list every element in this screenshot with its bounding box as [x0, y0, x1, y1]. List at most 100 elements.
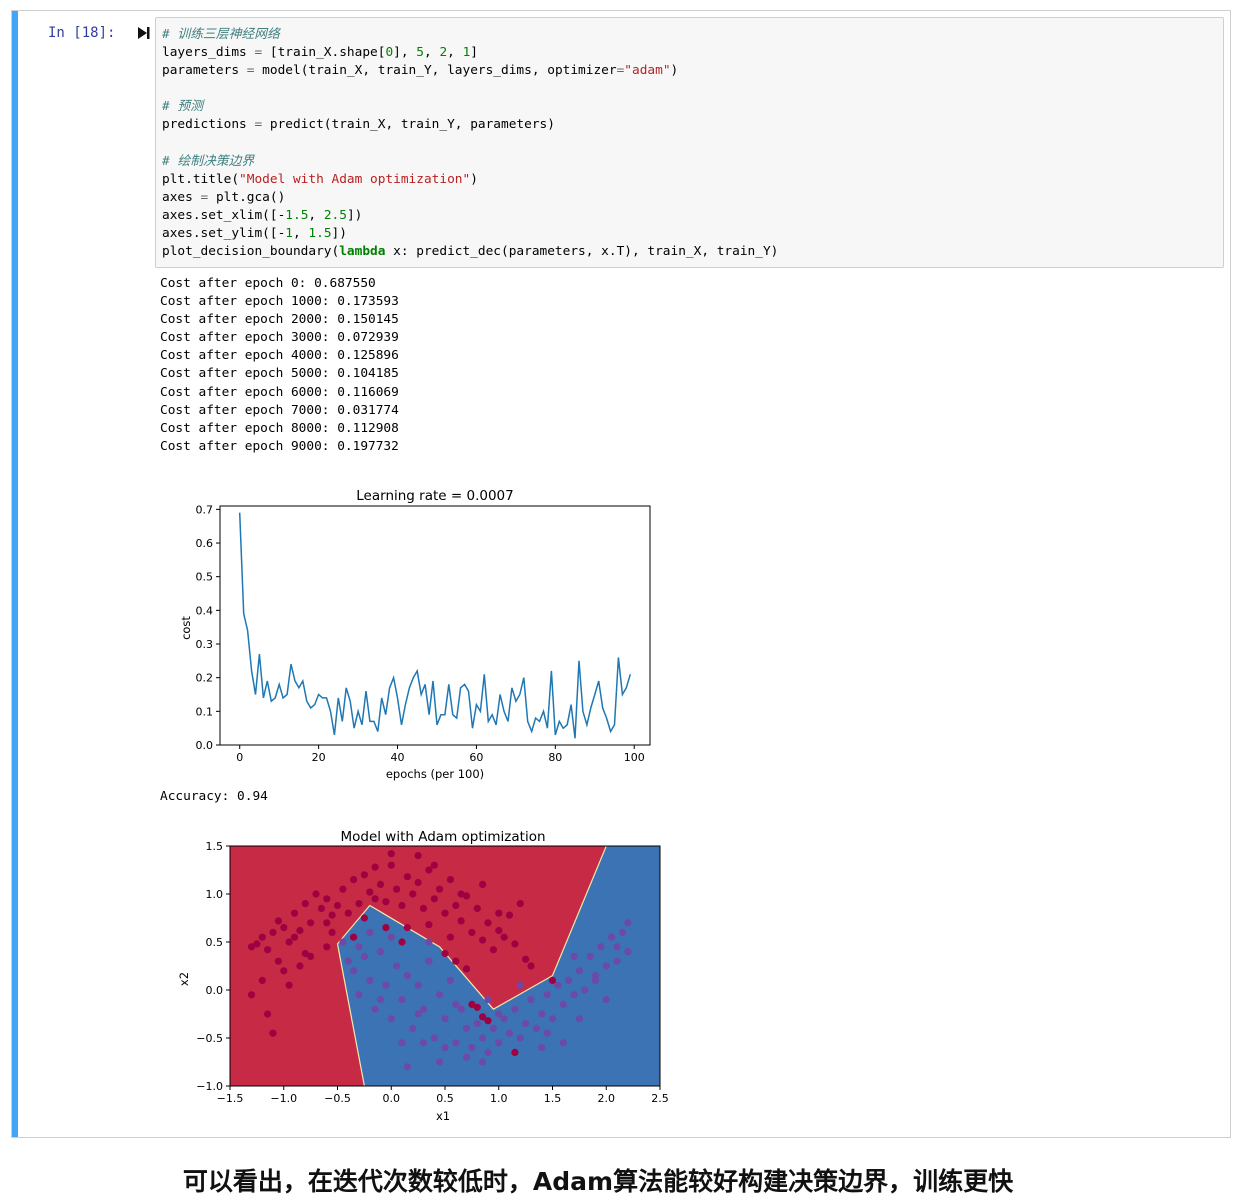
- code-token: 1: [285, 226, 293, 242]
- class0-point: [253, 940, 261, 948]
- class0-point: [355, 900, 363, 908]
- class1-point: [462, 1053, 471, 1061]
- notebook-cell[interactable]: In [18]: # 训练三层神经网络 layers_dims = [train_…: [11, 10, 1231, 1138]
- class1-point: [522, 1020, 530, 1028]
- class0-point: [371, 863, 379, 871]
- class0-point: [247, 991, 256, 999]
- class1-point: [559, 1000, 567, 1008]
- class0-point: [247, 943, 256, 951]
- code-input-area[interactable]: # 训练三层神经网络 layers_dims = [train_X.shape[0…: [155, 17, 1224, 268]
- class0-point: [307, 919, 315, 927]
- class1-point: [366, 976, 374, 984]
- class0-point: [446, 933, 454, 941]
- code-line: predictions = predict(train_X, train_Y, …: [162, 116, 778, 134]
- accuracy-text: Accuracy: 0.94: [160, 789, 268, 804]
- class0-point: [409, 890, 417, 898]
- boundary-axes: −1.5 −1.0 −0.5 0.0 0.5 1.0 1.5 2.0 2.5−1.0−0.50.…: [196, 840, 668, 1105]
- class0-point: [269, 928, 277, 936]
- class1-point: [608, 933, 616, 941]
- class0-point: [376, 880, 385, 888]
- class1-point: [436, 991, 444, 999]
- code-token: # 训练三层神经网络: [162, 27, 280, 42]
- class0-point: [339, 885, 347, 893]
- run-cell-icon[interactable]: [137, 25, 151, 41]
- code-token: 1: [462, 45, 471, 61]
- y-axis-label: cost: [179, 616, 193, 640]
- chart-title: Learning rate = 0.0007: [356, 488, 513, 504]
- class0-point: [301, 949, 309, 958]
- class1-point: [366, 928, 374, 936]
- x-axis-label: epochs (per 100): [386, 767, 484, 781]
- y-tick-label: 0.6: [196, 537, 214, 550]
- class1-point: [484, 1048, 492, 1056]
- class1-point: [527, 996, 535, 1004]
- class1-point: [441, 1044, 449, 1052]
- code-token: ,: [308, 207, 324, 223]
- code-token: =: [254, 117, 263, 133]
- decision-boundary-line: [336, 845, 607, 1087]
- class1-point: [570, 952, 578, 960]
- class0-point: [479, 1013, 487, 1021]
- class0-point: [462, 965, 471, 973]
- class0-point: [350, 876, 358, 884]
- class1-point: [425, 938, 433, 946]
- class0-point: [495, 926, 503, 935]
- class1-point: [452, 1000, 460, 1008]
- code-editor[interactable]: # 训练三层神经网络 layers_dims = [train_X.shape[0…: [162, 26, 778, 261]
- code-token: 0: [385, 45, 394, 61]
- class1-point: [468, 1044, 476, 1052]
- class1-point: [419, 1005, 428, 1013]
- code-token: 2: [439, 45, 448, 61]
- x-tick-label: 2.5: [651, 1092, 669, 1105]
- x-tick-label: −0.5: [324, 1092, 351, 1105]
- code-line: # 训练三层神经网络: [162, 26, 778, 44]
- code-line: [162, 80, 778, 98]
- code-token: =: [254, 45, 263, 61]
- class0-point: [344, 909, 352, 917]
- decision-boundary-chart: Model with Adam optimization −1.5 −1.0 −0.…: [177, 829, 669, 1123]
- code-token: ): [670, 63, 679, 79]
- code-token: ],: [393, 45, 417, 61]
- class1-point: [624, 948, 632, 956]
- y-tick-label: −1.0: [196, 1080, 223, 1093]
- code-token: # 绘制决策边界: [162, 153, 255, 169]
- class1-point: [613, 957, 621, 965]
- class1-point: [559, 1039, 567, 1047]
- code-line: # 预测: [162, 98, 778, 116]
- y-tick-label: 0.1: [196, 705, 214, 718]
- class1-point: [489, 1024, 497, 1032]
- class1-point: [479, 1058, 487, 1066]
- y-tick-label: 0.5: [196, 571, 214, 584]
- stdout-line: Cost after epoch 9000: 0.197732: [160, 438, 399, 454]
- class0-point: [403, 924, 411, 932]
- y-tick-label: 0.7: [196, 503, 214, 516]
- class0-point: [269, 1029, 277, 1037]
- chart-title: Model with Adam optimization: [340, 829, 545, 845]
- class0-point: [393, 885, 401, 893]
- x-tick-label: 40: [391, 751, 405, 764]
- class1-point: [393, 962, 401, 970]
- class0-point: [280, 967, 288, 975]
- cost-axes: 0 20 40 60 80 100 0.0 0.1 0.2 0.3 0.4 0.5 0.6 0.7: [196, 503, 651, 764]
- class1-point: [403, 972, 411, 980]
- class0-point: [398, 901, 406, 910]
- code-line: layers_dims = [train_X.shape[0], 5, 2, 1…: [162, 44, 778, 62]
- class1-point: [532, 1024, 540, 1032]
- code-token: 1.5: [285, 207, 309, 223]
- class0-point: [511, 1048, 519, 1056]
- class0-point: [290, 933, 299, 941]
- y-tick-label: 0.4: [196, 604, 214, 617]
- class0-point: [323, 943, 331, 951]
- class1-point: [597, 943, 605, 951]
- class1-point: [376, 948, 385, 956]
- x-tick-label: 2.0: [598, 1092, 616, 1105]
- class1-point: [425, 957, 433, 965]
- cost-series-line: [238, 512, 632, 739]
- code-line: plot_decision_boundary(lambda x: predict…: [162, 243, 778, 261]
- class1-point: [484, 996, 492, 1004]
- x-tick-label: −1.5: [217, 1092, 244, 1105]
- class1-point: [452, 1039, 460, 1047]
- class1-point: [575, 967, 583, 975]
- class1-point: [570, 991, 578, 999]
- class1-point: [387, 933, 395, 941]
